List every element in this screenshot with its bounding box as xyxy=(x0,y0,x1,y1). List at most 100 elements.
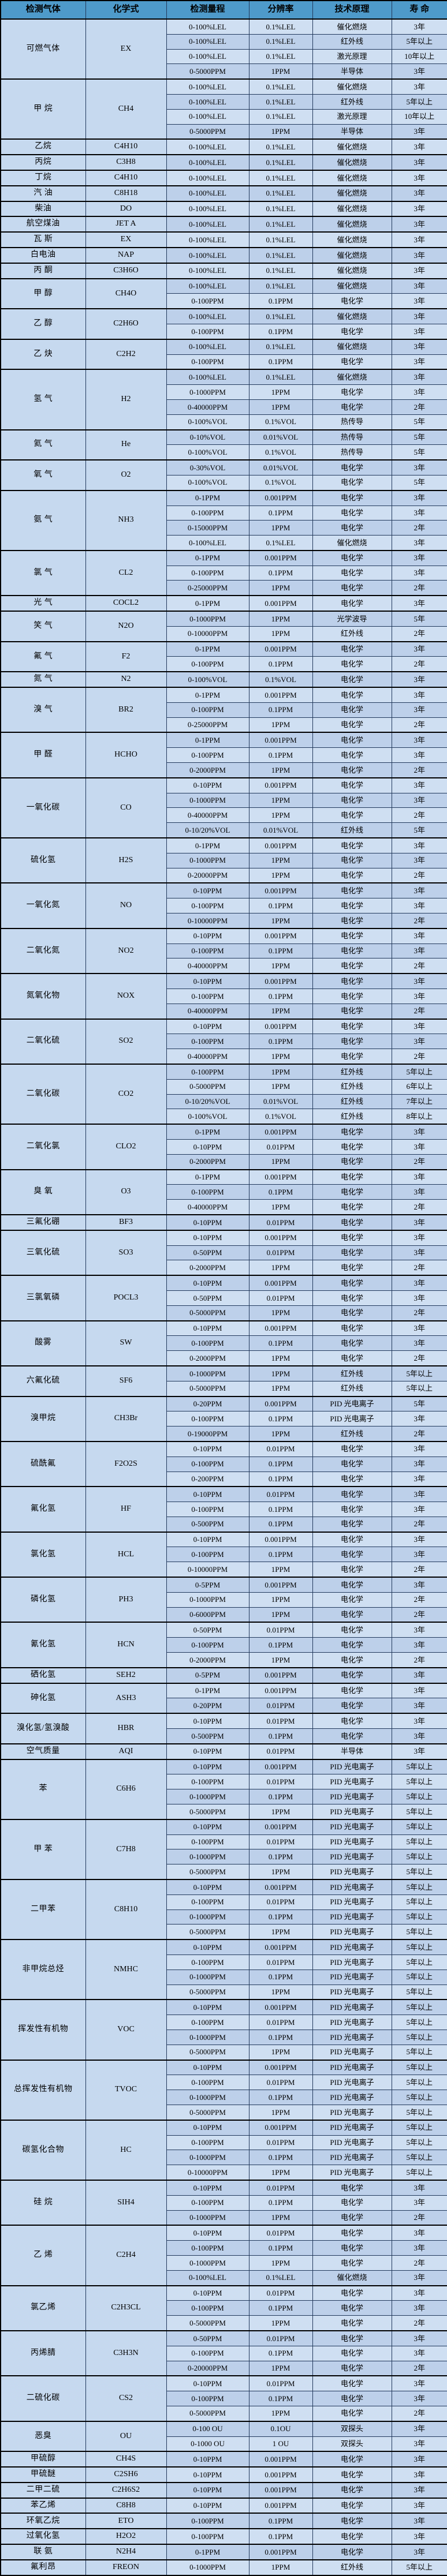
table-row: 0-1000PPM 0.1PPM PID 光电离子 5年以上 xyxy=(1,1789,447,1805)
formula-cell: ETO xyxy=(85,2513,167,2529)
table-row: 0-100PPM 0.1PPM 电化学 3年 xyxy=(1,1184,447,1200)
lifespan-cell: 2年 xyxy=(391,1607,447,1623)
range-cell: 0-2000PPM xyxy=(166,1350,249,1366)
resolution-cell: 1PPM xyxy=(248,1260,313,1276)
formula-cell: N2O xyxy=(85,611,167,642)
table-row: 三氧化硫 SO3 0-10PPM 0.001PPM 电化学 3年 xyxy=(0,1229,447,1276)
principle-cell: PID 光电离子 xyxy=(312,1939,392,1956)
table-row: 联 氨 N2H4 0-1PPM 0.001PPM 电化学 3年 xyxy=(0,2544,447,2560)
principle-cell: 电化学 xyxy=(312,2210,392,2226)
formula-cell: COCL2 xyxy=(85,595,167,612)
table-row: 0-2000PPM 1PPM 电化学 2年 xyxy=(1,1652,447,1668)
range-cell: 0-100PPM xyxy=(166,989,249,1004)
gas-name-cell: 氯 气 xyxy=(0,549,86,596)
lifespan-cell: 3年 xyxy=(391,1667,447,1684)
principle-cell: 热传导 xyxy=(312,444,392,460)
gas-name-cell: 白电油 xyxy=(0,246,86,264)
principle-cell: 催化燃烧 xyxy=(312,369,392,385)
resolution-cell: 0.1PPM xyxy=(248,1335,313,1351)
principle-cell: 激光原理 xyxy=(312,48,392,65)
principle-cell: 电化学 xyxy=(312,792,392,808)
range-cell: 0-40000PPM xyxy=(166,958,249,974)
range-cell: 0-5PPM xyxy=(166,1577,249,1593)
table-row: 0-40000PPM 1PPM 电化学 2年 xyxy=(1,1003,447,1020)
range-cell: 0-100PPM xyxy=(166,1335,249,1351)
resolution-cell: 1PPM xyxy=(248,792,313,808)
formula-cell: POCL3 xyxy=(85,1275,167,1321)
resolution-cell: 0.001PPM xyxy=(248,882,313,899)
principle-cell: 热传导 xyxy=(312,429,392,445)
lifespan-cell: 3年 xyxy=(391,216,447,233)
table-row: 0-2000PPM 1PPM 电化学 2年 xyxy=(1,1260,447,1276)
table-row: 过氧化氢 H2O2 0-100PPM 0.1PPM 电化学 3年 xyxy=(0,2528,447,2545)
lifespan-cell: 3年 xyxy=(391,2436,447,2452)
table-row: 环氧乙烷 ETO 0-100PPM 0.1PPM 电化学 3年 xyxy=(0,2513,447,2529)
lifespan-cell: 5年以上 xyxy=(391,1955,447,1970)
resolution-cell: 1PPM xyxy=(248,1562,313,1578)
range-cell: 0-100PPM xyxy=(166,2391,249,2406)
principle-cell: PID 光电离子 xyxy=(312,1395,392,1412)
range-cell: 0-100PPM xyxy=(166,702,249,718)
resolution-cell: 1PPM xyxy=(248,2255,313,2271)
resolution-cell: 0.001PPM xyxy=(248,641,313,657)
resolution-cell: 0.01PPM xyxy=(248,2075,313,2091)
range-cell: 0-10/20%VOL xyxy=(166,1094,249,1110)
range-cell: 0-1PPM xyxy=(166,641,249,657)
range-cell: 0-1000PPM xyxy=(166,611,249,627)
table-row: 甲 醇 CH4O 0-100%LEL 0.1%LEL 催化燃烧 3年 xyxy=(0,278,447,309)
table-row: 挥发性有机物 VOC 0-10PPM 0.001PPM PID 光电离子 5年以上 xyxy=(0,1999,447,2061)
table-row: 0-1000PPM 0.1PPM PID 光电离子 5年以上 xyxy=(1,1909,447,1925)
gas-name-cell: 一氧化氮 xyxy=(0,882,86,929)
gas-name-cell: 氰化氢 xyxy=(0,1622,86,1668)
table-row: 0-5000PPM 1PPM 红外线 6年以上 xyxy=(1,1079,447,1095)
resolution-cell: 0.1PPM xyxy=(248,293,313,309)
table-row: 0-1000PPM 1PPM 电化学 3年 xyxy=(1,852,447,868)
principle-cell: 电化学 xyxy=(312,1486,392,1503)
lifespan-cell: 2年 xyxy=(391,656,447,672)
principle-cell: PID 光电离子 xyxy=(312,1774,392,1790)
gas-name-cell: 空气质量 xyxy=(0,1743,86,1760)
resolution-cell: 0.01%VOL xyxy=(248,459,313,475)
principle-cell: 电化学 xyxy=(312,293,392,309)
table-row: 0-100PPM 0.1PPM 电化学 3年 xyxy=(1,898,447,914)
resolution-cell: 1PPM xyxy=(248,1305,313,1321)
formula-cell: C7H8 xyxy=(85,1818,167,1880)
formula-cell: EX xyxy=(85,231,167,248)
range-cell: 0-100%LEL xyxy=(166,108,249,125)
principle-cell: 电化学 xyxy=(312,1184,392,1200)
principle-cell: 电化学 xyxy=(312,2391,392,2406)
lifespan-cell: 3年 xyxy=(391,78,447,95)
principle-cell: 电化学 xyxy=(312,973,392,990)
lifespan-cell: 3年 xyxy=(391,882,447,899)
table-row: 一氧化氮 NO 0-10PPM 0.001PPM 电化学 3年 xyxy=(0,882,447,929)
principle-cell: 电化学 xyxy=(312,1049,392,1065)
lifespan-cell: 2年 xyxy=(391,399,447,415)
principle-cell: PID 光电离子 xyxy=(312,1894,392,1910)
range-cell: 0-100PPM xyxy=(166,1034,249,1050)
principle-cell: 电化学 xyxy=(312,1682,392,1699)
resolution-cell: 1PPM xyxy=(248,913,313,929)
range-cell: 0-40000PPM xyxy=(166,1003,249,1020)
gas-name-cell: 丙 酮 xyxy=(0,262,86,279)
resolution-cell: 0.1PPM xyxy=(248,354,313,370)
range-cell: 0-10PPM xyxy=(166,1018,249,1035)
formula-cell: NO2 xyxy=(85,927,167,974)
range-cell: 0-10000PPM xyxy=(166,626,249,642)
range-cell: 0-10PPM xyxy=(166,1743,249,1760)
header-row: 检测气体 化学式 检测量程 分辨率 技术原理 寿 命 xyxy=(0,0,447,20)
table-row: 光 气 COCL2 0-1PPM 0.001PPM 电化学 3年 xyxy=(0,595,447,612)
table-row: 汽 油 C8H18 0-100%LEL 0.1%LEL 催化燃烧 3年 xyxy=(0,185,447,202)
lifespan-cell: 3年 xyxy=(391,2528,447,2545)
range-cell: 0-100PPM xyxy=(166,323,249,340)
range-cell: 0-500PPM xyxy=(166,1516,249,1533)
principle-cell: 半导体 xyxy=(312,63,392,80)
gas-name-cell: 苯乙烯 xyxy=(0,2497,86,2514)
resolution-cell: 1PPM xyxy=(248,1154,313,1170)
gas-name-cell: 瓦 斯 xyxy=(0,231,86,248)
range-cell: 0-10PPM xyxy=(166,1229,249,1246)
resolution-cell: 0.001PPM xyxy=(248,2497,313,2514)
resolution-cell: 0.1PPM xyxy=(248,898,313,914)
range-cell: 0-1000 OU xyxy=(166,2436,249,2452)
resolution-cell: 0.1PPM xyxy=(248,2090,313,2105)
principle-cell: 电化学 xyxy=(312,1305,392,1321)
